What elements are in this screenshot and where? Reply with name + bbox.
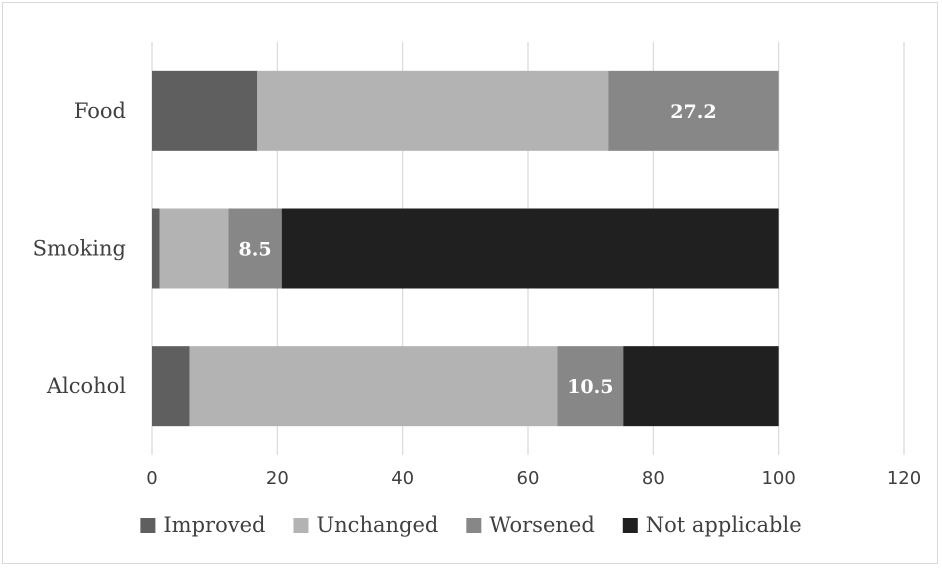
legend-label-not-applicable: Not applicable — [646, 513, 802, 537]
bar-alcohol-unchanged — [189, 346, 558, 427]
data-label-alcohol-worsened: 10.5 — [567, 376, 613, 398]
category-label-smoking: Smoking — [33, 237, 126, 261]
legend-swatch-not-applicable — [622, 518, 638, 533]
bar-alcohol-not-applicable — [623, 346, 779, 427]
legend-label-improved: Improved — [163, 513, 265, 537]
data-label-smoking-worsened: 8.5 — [239, 239, 272, 261]
legend-swatch-worsened — [466, 518, 482, 533]
bar-food-unchanged — [257, 70, 609, 151]
bar-food-worsened — [608, 70, 779, 151]
category-label-alcohol: Alcohol — [46, 374, 126, 398]
bar-food-improved — [152, 70, 258, 151]
bar-smoking-improved — [152, 208, 160, 289]
x-tick-label-100: 100 — [761, 468, 795, 489]
data-label-food-worsened: 27.2 — [670, 101, 716, 123]
bars — [152, 70, 779, 427]
x-tick-label-120: 120 — [887, 468, 921, 489]
legend: Improved Unchanged Worsened Not applicable — [140, 513, 802, 537]
legend-label-unchanged: Unchanged — [316, 513, 438, 537]
bar-smoking-not-applicable — [281, 208, 779, 289]
category-axis-labels: Food Smoking Alcohol — [33, 99, 127, 398]
x-tick-label-60: 60 — [517, 468, 540, 489]
x-tick-label-80: 80 — [642, 468, 665, 489]
x-tick-label-40: 40 — [391, 468, 414, 489]
legend-label-worsened: Worsened — [489, 513, 594, 537]
legend-swatch-unchanged — [293, 518, 309, 533]
category-label-food: Food — [74, 99, 126, 123]
value-axis-tick-labels: 0 20 40 60 80 100 120 — [146, 468, 921, 489]
x-tick-label-0: 0 — [146, 468, 157, 489]
x-tick-label-20: 20 — [266, 468, 289, 489]
bar-smoking-worsened — [228, 208, 282, 289]
bar-alcohol-worsened — [557, 346, 624, 427]
data-labels: 27.2 8.5 10.5 — [239, 101, 717, 398]
bar-alcohol-improved — [152, 346, 190, 427]
bar-smoking-unchanged — [159, 208, 229, 289]
legend-swatch-improved — [140, 518, 156, 533]
